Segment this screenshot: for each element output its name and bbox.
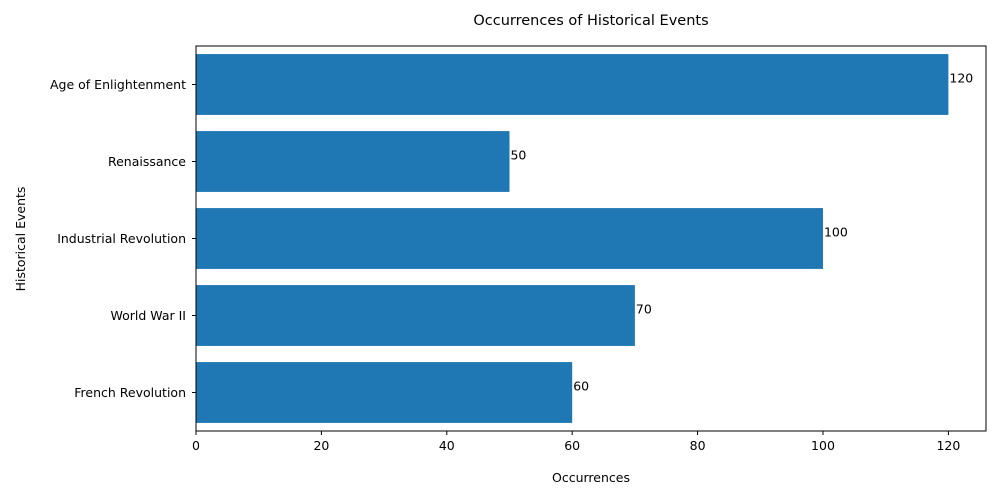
data-label: 50 [510, 148, 526, 163]
y-tick-label: World War II [110, 308, 186, 323]
bar [196, 131, 510, 192]
y-ticks-layer: French Revolution World War II Industrial … [50, 77, 196, 400]
y-tick-label: Renaissance [108, 154, 186, 169]
chart-title: Occurrences of Historical Events [473, 13, 708, 29]
bar [196, 285, 635, 346]
y-tick-label: Age of Enlightenment [50, 77, 186, 92]
bars-layer [196, 54, 949, 423]
plot-frame [195, 45, 987, 432]
x-tick-label: 100 [811, 438, 835, 453]
data-label: 70 [636, 302, 652, 317]
axes-frame [195, 45, 987, 432]
x-tick-label: 120 [936, 438, 960, 453]
bar [196, 362, 573, 423]
x-tick-label: 0 [192, 438, 200, 453]
data-label: 60 [573, 379, 589, 394]
y-tick-label: French Revolution [74, 385, 186, 400]
y-axis-label: Historical Events [13, 187, 28, 292]
bar [196, 208, 823, 269]
x-ticks-layer: 0 20 40 60 80 100 120 [192, 431, 960, 453]
bar [196, 54, 949, 115]
x-axis-label: Occurrences [552, 470, 630, 485]
data-label: 100 [824, 225, 848, 240]
data-labels-layer: 60 70 100 50 120 [510, 71, 973, 394]
x-tick-label: 40 [439, 438, 455, 453]
y-tick-label: Industrial Revolution [57, 231, 186, 246]
x-tick-label: 60 [564, 438, 580, 453]
x-tick-label: 80 [690, 438, 706, 453]
data-label: 120 [949, 71, 973, 86]
x-tick-label: 20 [313, 438, 329, 453]
